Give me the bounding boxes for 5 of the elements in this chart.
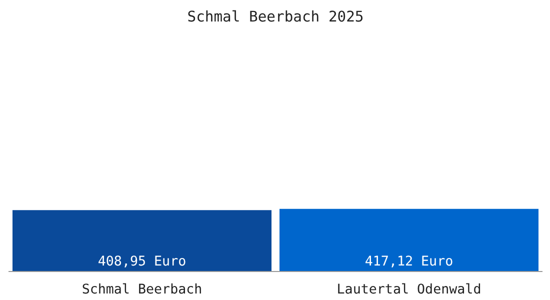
data-label: 417,12 Euro — [364, 254, 454, 270]
x-tick-label: Schmal Beerbach — [82, 282, 202, 298]
x-tick-label: Lautertal Odenwald — [336, 282, 482, 298]
chart-title: Schmal Beerbach 2025 — [187, 8, 364, 26]
data-label: 408,95 Euro — [98, 254, 186, 270]
